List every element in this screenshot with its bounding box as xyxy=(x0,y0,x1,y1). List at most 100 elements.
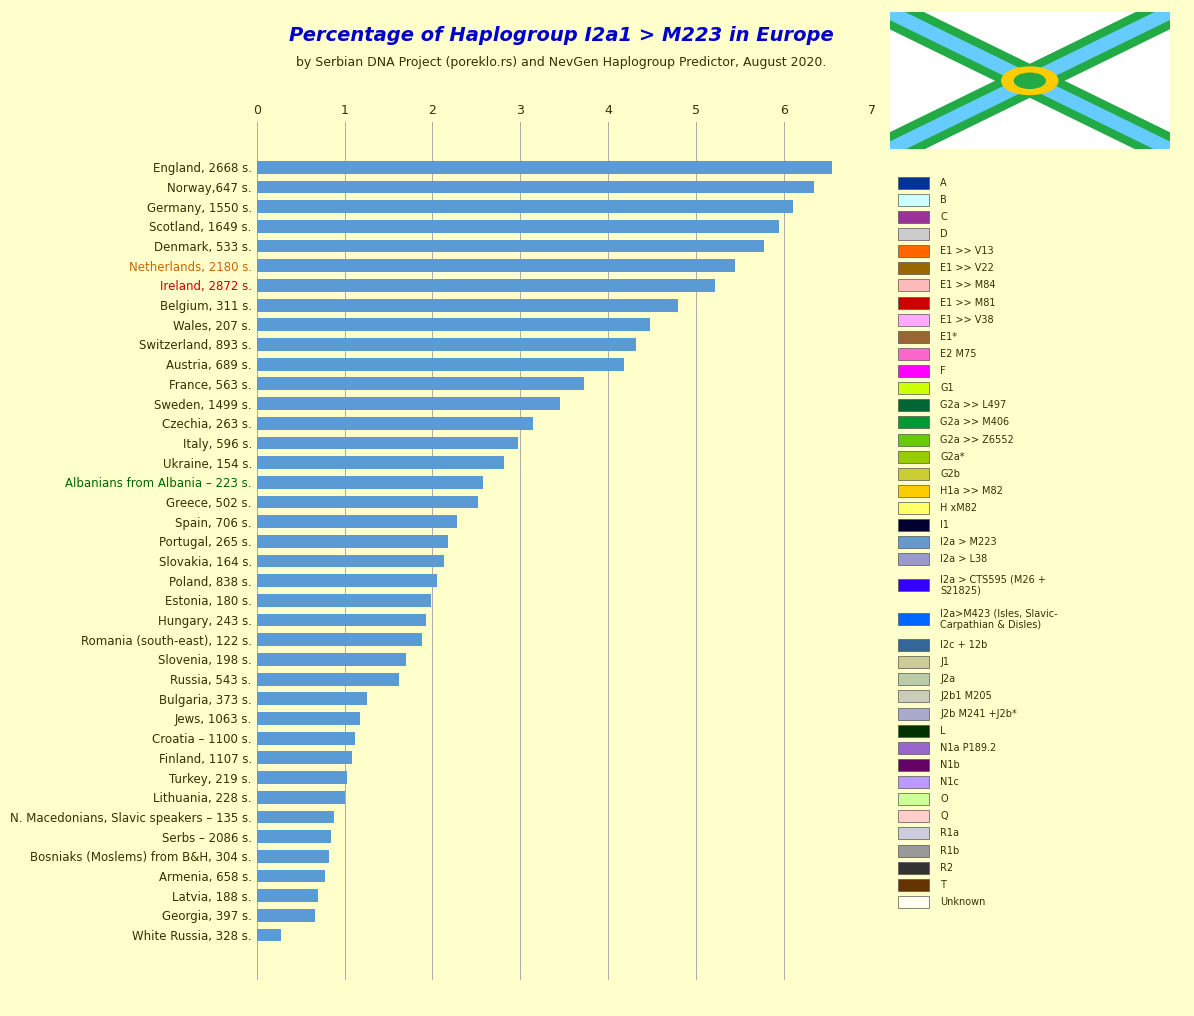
Text: F: F xyxy=(940,366,946,376)
Text: by Serbian DNA Project (poreklo.rs) and NevGen Haplogroup Predictor, August 2020: by Serbian DNA Project (poreklo.rs) and … xyxy=(296,57,826,69)
Bar xyxy=(257,653,406,665)
Text: H1a >> M82: H1a >> M82 xyxy=(940,486,1003,496)
Bar xyxy=(898,639,929,651)
Text: J2b M241 +J2b*: J2b M241 +J2b* xyxy=(940,708,1017,718)
Text: G2a >> M406: G2a >> M406 xyxy=(940,418,1009,428)
Bar xyxy=(898,844,929,856)
Bar xyxy=(257,790,345,804)
Bar xyxy=(898,656,929,669)
Bar xyxy=(898,485,929,497)
Text: L: L xyxy=(940,725,946,736)
Bar xyxy=(257,889,318,902)
Bar xyxy=(257,909,315,922)
Bar xyxy=(257,732,355,745)
Bar xyxy=(257,437,518,449)
Bar xyxy=(898,759,929,771)
Text: B: B xyxy=(940,195,947,205)
Text: Unknown: Unknown xyxy=(940,897,985,907)
Bar xyxy=(898,194,929,206)
Bar xyxy=(898,177,929,189)
Bar xyxy=(898,211,929,223)
Text: N1b: N1b xyxy=(940,760,960,770)
Text: R2: R2 xyxy=(940,863,953,873)
Text: R1b: R1b xyxy=(940,845,959,855)
Bar xyxy=(898,347,929,360)
Bar xyxy=(898,811,929,822)
Bar xyxy=(257,693,368,705)
Text: N1c: N1c xyxy=(940,777,959,787)
Bar xyxy=(257,259,736,272)
Bar xyxy=(257,535,448,548)
Text: R1a: R1a xyxy=(940,828,959,838)
Bar xyxy=(257,397,560,409)
Bar xyxy=(257,614,426,627)
Text: N1a P189.2: N1a P189.2 xyxy=(940,743,996,753)
Bar xyxy=(257,318,651,331)
Bar xyxy=(257,240,764,252)
Bar xyxy=(898,536,929,549)
Text: I1: I1 xyxy=(940,520,949,530)
Text: E1 >> V22: E1 >> V22 xyxy=(940,263,993,273)
Bar xyxy=(898,417,929,429)
Bar xyxy=(257,417,534,430)
Text: E1 >> V38: E1 >> V38 xyxy=(940,315,993,325)
Text: E2 M75: E2 M75 xyxy=(940,348,977,359)
Bar xyxy=(898,614,929,625)
Bar xyxy=(257,456,504,469)
Bar xyxy=(898,827,929,839)
Bar xyxy=(898,314,929,325)
Circle shape xyxy=(1002,67,1058,94)
Bar xyxy=(898,502,929,514)
Bar xyxy=(898,554,929,565)
Bar xyxy=(898,382,929,394)
Bar xyxy=(257,496,478,508)
Bar xyxy=(257,929,282,942)
Bar xyxy=(257,850,328,863)
Text: G2a*: G2a* xyxy=(940,452,965,461)
Circle shape xyxy=(1015,73,1045,88)
Bar xyxy=(257,181,813,193)
Bar xyxy=(898,279,929,292)
Text: A: A xyxy=(940,178,947,188)
Text: J2a: J2a xyxy=(940,675,955,684)
Text: G1: G1 xyxy=(940,383,954,393)
Bar xyxy=(898,862,929,874)
Bar xyxy=(257,870,325,882)
Bar xyxy=(257,555,444,567)
Bar xyxy=(257,279,715,292)
Bar xyxy=(898,451,929,462)
Text: I2a > CTS595 (M26 +
S21825): I2a > CTS595 (M26 + S21825) xyxy=(940,574,1046,595)
Bar xyxy=(257,299,678,312)
Bar xyxy=(898,879,929,891)
Bar xyxy=(898,262,929,274)
Text: G2a >> Z6552: G2a >> Z6552 xyxy=(940,435,1014,445)
Bar xyxy=(898,579,929,591)
Text: G2a >> L497: G2a >> L497 xyxy=(940,400,1007,410)
Bar xyxy=(257,200,793,213)
Text: I2c + 12b: I2c + 12b xyxy=(940,640,987,650)
Bar xyxy=(898,742,929,754)
Text: E1 >> M84: E1 >> M84 xyxy=(940,280,996,291)
Bar xyxy=(257,378,584,390)
Text: C: C xyxy=(940,212,947,221)
Text: D: D xyxy=(940,229,948,239)
Bar xyxy=(898,365,929,377)
Bar xyxy=(257,673,399,686)
Bar xyxy=(257,712,361,724)
Bar xyxy=(898,691,929,702)
Text: Percentage of Haplogroup I2a1 > M223 in Europe: Percentage of Haplogroup I2a1 > M223 in … xyxy=(289,26,833,45)
Bar xyxy=(898,724,929,737)
Text: Q: Q xyxy=(940,811,948,821)
Text: H xM82: H xM82 xyxy=(940,503,977,513)
Bar xyxy=(257,752,351,764)
Bar xyxy=(898,467,929,480)
Bar xyxy=(257,161,832,174)
Bar xyxy=(257,338,636,351)
Bar xyxy=(257,633,421,646)
Text: E1*: E1* xyxy=(940,332,958,341)
Text: G2b: G2b xyxy=(940,468,960,479)
Text: E1 >> V13: E1 >> V13 xyxy=(940,246,993,256)
Text: J2b1 M205: J2b1 M205 xyxy=(940,692,992,701)
Bar xyxy=(257,771,347,784)
Text: T: T xyxy=(940,880,946,890)
